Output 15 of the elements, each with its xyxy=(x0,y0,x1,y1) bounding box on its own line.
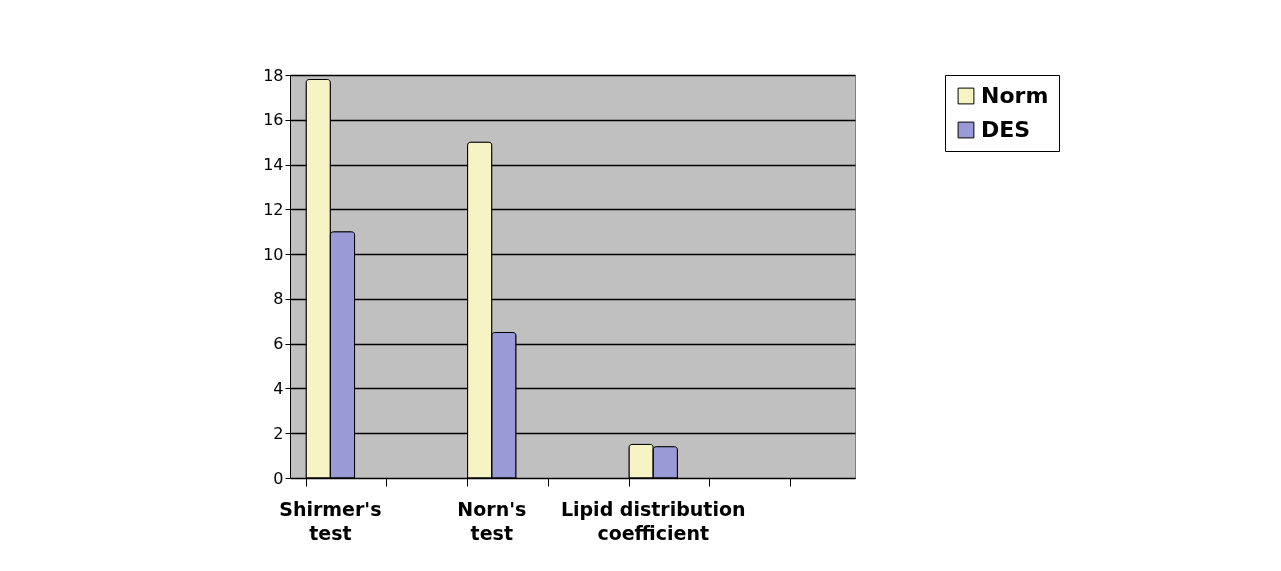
y-tick-label: 6 xyxy=(273,334,284,354)
y-tick-label: 12 xyxy=(263,199,284,219)
y-tick-label: 14 xyxy=(263,155,284,175)
x-tick-label: Lipid distribution coefficient xyxy=(560,497,746,544)
y-tick-label: 18 xyxy=(263,65,284,85)
legend-label: DES xyxy=(981,117,1031,142)
x-tick-label: Norn's test xyxy=(457,497,527,544)
y-tick-label: 4 xyxy=(273,378,284,398)
y-tick-label: 0 xyxy=(273,468,284,488)
y-tick-label: 16 xyxy=(263,110,284,130)
y-tick-label: 10 xyxy=(263,244,284,264)
x-tick-label: Shirmer's test xyxy=(279,497,382,544)
y-tick-label: 2 xyxy=(273,423,284,443)
legend-label: Norm xyxy=(981,83,1049,108)
y-tick-label: 8 xyxy=(273,289,284,309)
